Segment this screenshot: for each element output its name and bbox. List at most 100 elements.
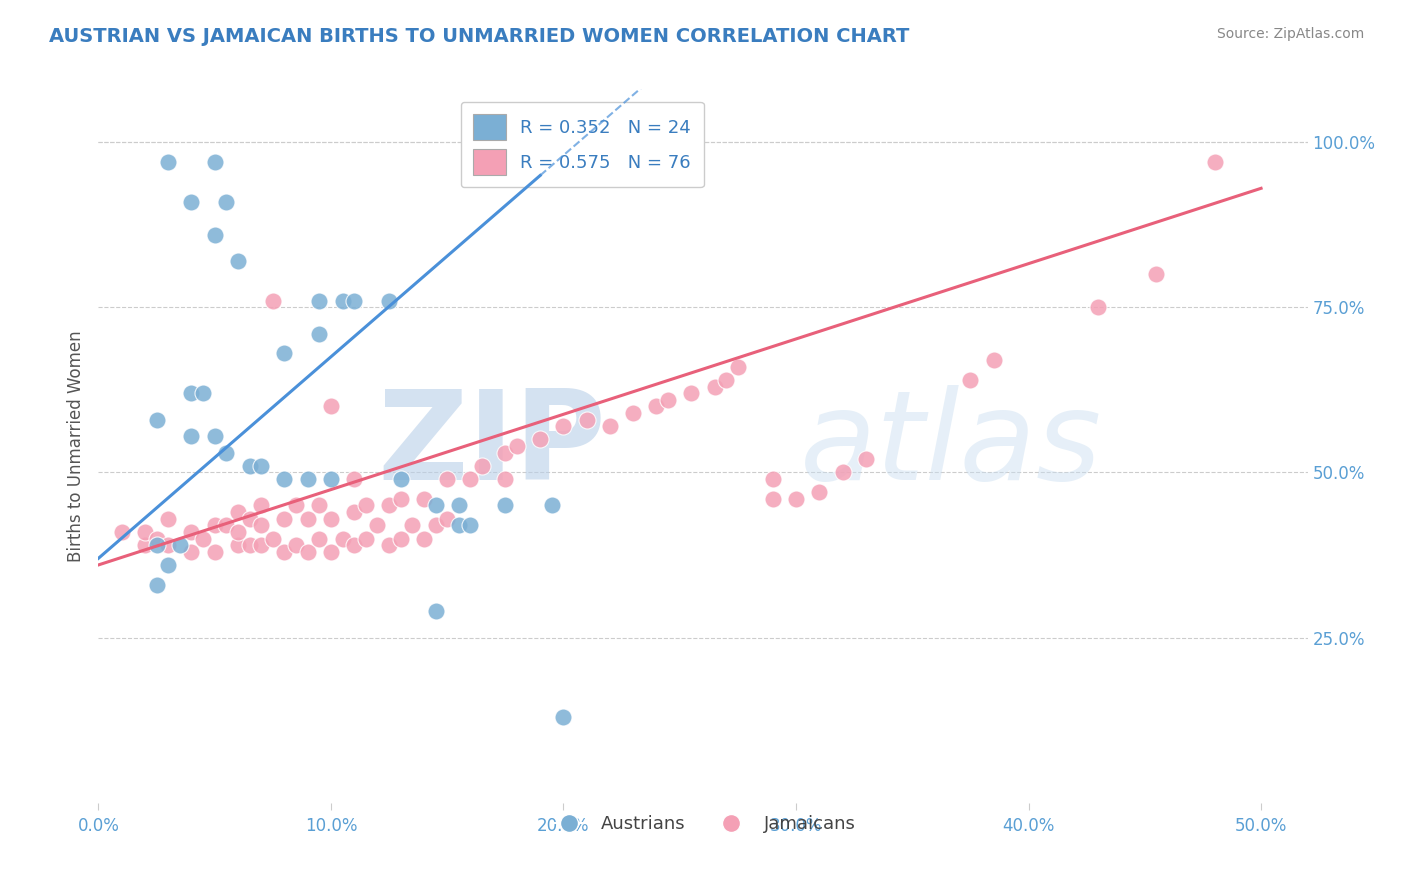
Point <box>460 518 482 533</box>
Point <box>250 499 273 513</box>
Point <box>250 458 273 473</box>
Point <box>1146 267 1168 281</box>
Point <box>297 545 319 559</box>
Point <box>319 545 342 559</box>
Point <box>436 511 458 525</box>
Point <box>529 433 551 447</box>
Point <box>180 524 202 539</box>
Point <box>239 458 262 473</box>
Point <box>703 379 725 393</box>
Point <box>308 326 330 341</box>
Point <box>378 499 401 513</box>
Point <box>204 154 226 169</box>
Point <box>378 538 401 552</box>
Text: Source: ZipAtlas.com: Source: ZipAtlas.com <box>1216 27 1364 41</box>
Point <box>226 538 249 552</box>
Point <box>354 532 377 546</box>
Point <box>157 154 180 169</box>
Point <box>716 373 738 387</box>
Point <box>145 412 167 426</box>
Point <box>343 505 366 519</box>
Point <box>1087 300 1109 314</box>
Point <box>389 491 412 506</box>
Point <box>145 538 167 552</box>
Point <box>425 518 447 533</box>
Point <box>134 538 156 552</box>
Point <box>447 518 470 533</box>
Point <box>319 511 342 525</box>
Point <box>389 532 412 546</box>
Point <box>553 710 575 724</box>
Point <box>413 532 436 546</box>
Point <box>273 545 295 559</box>
Point <box>297 472 319 486</box>
Point <box>180 194 202 209</box>
Point <box>808 485 831 500</box>
Point <box>540 499 562 513</box>
Point <box>855 452 877 467</box>
Point <box>983 353 1005 368</box>
Point <box>785 491 807 506</box>
Point <box>262 532 284 546</box>
Point <box>494 445 516 459</box>
Point <box>494 472 516 486</box>
Point <box>762 491 785 506</box>
Point <box>657 392 679 407</box>
Point <box>191 386 214 401</box>
Point <box>436 472 458 486</box>
Point <box>308 532 330 546</box>
Point <box>332 532 354 546</box>
Point <box>157 511 180 525</box>
Point <box>727 359 749 374</box>
Text: atlas: atlas <box>800 385 1102 507</box>
Point <box>285 499 308 513</box>
Point <box>215 194 238 209</box>
Point <box>413 491 436 506</box>
Point <box>111 524 134 539</box>
Point <box>831 466 853 480</box>
Point <box>460 472 482 486</box>
Point <box>308 499 330 513</box>
Point <box>250 538 273 552</box>
Point <box>226 524 249 539</box>
Point <box>332 293 354 308</box>
Point <box>681 386 703 401</box>
Point <box>343 472 366 486</box>
Point <box>959 373 981 387</box>
Point <box>319 472 342 486</box>
Point <box>250 518 273 533</box>
Point <box>204 429 226 443</box>
Point <box>762 472 785 486</box>
Point <box>494 499 516 513</box>
Point <box>343 293 366 308</box>
Point <box>354 499 377 513</box>
Point <box>180 429 202 443</box>
Point <box>204 518 226 533</box>
Point <box>204 227 226 242</box>
Point <box>285 538 308 552</box>
Point <box>575 412 598 426</box>
Point <box>145 532 167 546</box>
Point <box>239 511 262 525</box>
Point <box>506 439 529 453</box>
Point <box>599 419 621 434</box>
Point <box>319 400 342 414</box>
Point <box>621 406 644 420</box>
Point <box>157 558 180 572</box>
Point <box>273 511 295 525</box>
Point <box>226 254 249 268</box>
Point <box>215 518 238 533</box>
Point <box>447 499 470 513</box>
Point <box>204 545 226 559</box>
Point <box>226 505 249 519</box>
Point <box>273 346 295 360</box>
Point <box>645 400 668 414</box>
Point <box>343 538 366 552</box>
Text: ZIP: ZIP <box>378 385 606 507</box>
Point <box>1204 154 1226 169</box>
Point <box>169 538 191 552</box>
Point <box>180 545 202 559</box>
Point <box>553 419 575 434</box>
Point <box>157 538 180 552</box>
Point <box>191 532 214 546</box>
